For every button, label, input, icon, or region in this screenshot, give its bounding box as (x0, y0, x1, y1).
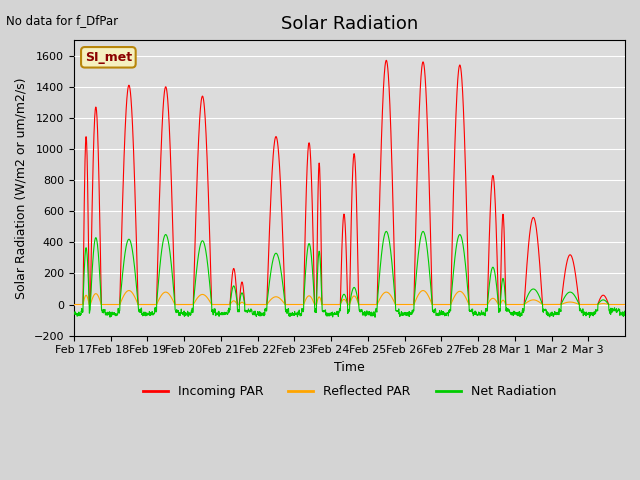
Text: SI_met: SI_met (85, 51, 132, 64)
Text: No data for f_DfPar: No data for f_DfPar (6, 14, 118, 27)
Y-axis label: Solar Radiation (W/m2 or um/m2/s): Solar Radiation (W/m2 or um/m2/s) (15, 77, 28, 299)
X-axis label: Time: Time (334, 361, 365, 374)
Legend: Incoming PAR, Reflected PAR, Net Radiation: Incoming PAR, Reflected PAR, Net Radiati… (138, 380, 561, 403)
Title: Solar Radiation: Solar Radiation (281, 15, 418, 33)
